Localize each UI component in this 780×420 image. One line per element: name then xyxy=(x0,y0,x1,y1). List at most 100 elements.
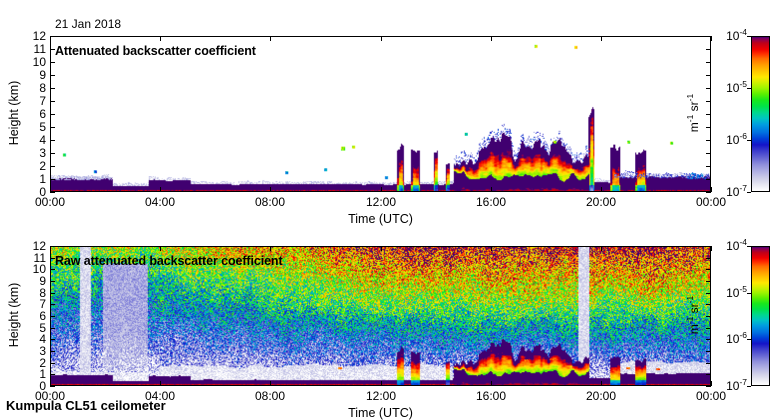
panel-top-y-tick-label: 10 xyxy=(32,55,46,69)
panel-top-x-tick-top xyxy=(50,36,51,41)
panel-top-x-tick-label: 16:00 xyxy=(475,195,507,209)
panel-top-y-axis-label: Height (km) xyxy=(7,80,21,146)
panel-bot-y-tick xyxy=(50,281,55,282)
panel-bot-y-tick xyxy=(50,269,55,270)
panel-bot-x-tick xyxy=(491,381,492,386)
panel-top-y-tick-label: 1 xyxy=(39,172,46,186)
raw-attenuated-backscatter-heatmap xyxy=(51,247,710,385)
panel-top-x-tick-top xyxy=(491,36,492,41)
colorbar-top-tick xyxy=(747,192,751,193)
attenuated-backscatter-heatmap xyxy=(51,37,710,191)
panel-bot-y-tick-label: 5 xyxy=(39,321,46,335)
colorbar-top-tick-label: 10-6 xyxy=(726,131,747,147)
colorbar-top xyxy=(751,36,770,192)
panel-top-y-tick xyxy=(50,166,55,167)
colorbar-top-tick xyxy=(747,36,751,37)
colorbar-bot-tick xyxy=(747,386,751,387)
colorbar-top-tick xyxy=(747,140,751,141)
colorbar-top-tick-label: 10-5 xyxy=(726,79,747,95)
panel-bot-x-tick xyxy=(50,381,51,386)
panel-top-x-tick xyxy=(160,187,161,192)
panel-bot-y-tick xyxy=(50,363,55,364)
panel-top-y-tick xyxy=(50,88,55,89)
panel-bot-y-tick xyxy=(50,339,55,340)
panel-top-y-tick-label: 6 xyxy=(39,107,46,121)
panel-bot-y-tick-label: 0 xyxy=(39,379,46,393)
colorbar-top-tick-label: 10-4 xyxy=(726,27,747,43)
panel-bot-y-tick-label: 11 xyxy=(33,251,46,265)
panel-top-x-tick xyxy=(270,187,271,192)
colorbar-bot-unit-label: m-1 sr-1 xyxy=(685,295,701,335)
panel-top-y-tick-right xyxy=(706,114,711,115)
panel-bottom-y-axis-label: Height (km) xyxy=(7,282,21,348)
colorbar-top-tick-label: 10-7 xyxy=(726,183,747,199)
panel-bot-y-tick-label: 2 xyxy=(39,356,46,370)
colorbar-bot-tick-label: 10-4 xyxy=(726,237,747,253)
panel-bot-y-tick xyxy=(50,246,55,247)
panel-top-x-tick-top xyxy=(601,36,602,41)
panel-top-plot-area[interactable] xyxy=(50,36,711,192)
panel-top-x-tick xyxy=(491,187,492,192)
panel-top-y-tick-label: 5 xyxy=(39,120,46,134)
panel-bot-y-tick-label: 8 xyxy=(39,286,46,300)
panel-bottom-plot-area[interactable] xyxy=(50,246,711,386)
panel-top-y-tick-right xyxy=(706,192,711,193)
panel-top-y-tick xyxy=(50,140,55,141)
panel-top-x-tick-label: 12:00 xyxy=(365,195,397,209)
panel-top-y-tick xyxy=(50,114,55,115)
panel-top-y-tick-label: 0 xyxy=(39,185,46,199)
panel-top-y-tick-right xyxy=(706,36,711,37)
panel-top-x-tick-label: 20:00 xyxy=(585,195,617,209)
panel-top-x-axis-label: Time (UTC) xyxy=(348,212,413,226)
panel-bottom-title: Raw attenuated backscatter coefficient xyxy=(55,254,283,268)
panel-top-y-tick-label: 11 xyxy=(33,42,46,56)
panel-bottom-x-axis-label: Time (UTC) xyxy=(348,406,413,420)
panel-top-y-tick-right xyxy=(706,127,711,128)
panel-bot-y-tick-right xyxy=(706,339,711,340)
panel-top-y-tick xyxy=(50,49,55,50)
panel-bot-x-tick-top xyxy=(381,246,382,251)
panel-bot-x-tick-top xyxy=(160,246,161,251)
colorbar-bot-tick xyxy=(747,293,751,294)
panel-bot-y-tick-right xyxy=(706,316,711,317)
panel-top-y-tick-label: 12 xyxy=(32,29,46,43)
panel-top-y-tick-label: 4 xyxy=(39,133,46,147)
panel-top-y-tick xyxy=(50,75,55,76)
panel-top-x-tick-label: 08:00 xyxy=(254,195,286,209)
panel-top-x-tick xyxy=(50,187,51,192)
panel-bot-y-tick xyxy=(50,316,55,317)
panel-bot-y-tick xyxy=(50,328,55,329)
panel-top-y-tick xyxy=(50,101,55,102)
panel-bot-y-tick-right xyxy=(706,269,711,270)
panel-bot-x-tick-top xyxy=(270,246,271,251)
panel-bot-y-tick-label: 12 xyxy=(32,239,46,253)
panel-bot-x-tick xyxy=(711,381,712,386)
colorbar-bot-tick xyxy=(747,339,751,340)
panel-bot-y-tick-right xyxy=(706,293,711,294)
panel-bot-x-tick-label: 00:00 xyxy=(695,389,727,403)
panel-bot-x-tick-label: 12:00 xyxy=(365,389,397,403)
panel-top-y-tick-right xyxy=(706,166,711,167)
panel-bot-y-tick-label: 9 xyxy=(39,274,46,288)
panel-bot-x-tick-label: 08:00 xyxy=(254,389,286,403)
panel-top-title: Attenuated backscatter coefficient xyxy=(55,44,256,58)
panel-bot-y-tick-label: 3 xyxy=(39,344,46,358)
panel-top-y-tick xyxy=(50,36,55,37)
colorbar-top-unit-label: m-1 sr-1 xyxy=(685,93,701,133)
panel-top-y-tick-right xyxy=(706,62,711,63)
panel-bot-y-tick-right xyxy=(706,258,711,259)
colorbar-bot-tick-label: 10-5 xyxy=(726,284,747,300)
panel-top-y-tick-right xyxy=(706,140,711,141)
panel-top-y-tick-right xyxy=(706,179,711,180)
panel-bot-y-tick xyxy=(50,351,55,352)
panel-top-y-tick-label: 9 xyxy=(39,68,46,82)
panel-bot-y-tick xyxy=(50,374,55,375)
panel-top-y-tick-label: 2 xyxy=(39,159,46,173)
panel-top-y-tick-label: 3 xyxy=(39,146,46,160)
panel-top-y-tick-right xyxy=(706,101,711,102)
panel-bot-x-tick-top xyxy=(601,246,602,251)
panel-bot-y-tick-right xyxy=(706,363,711,364)
panel-bot-x-tick xyxy=(160,381,161,386)
panel-bot-x-tick xyxy=(270,381,271,386)
